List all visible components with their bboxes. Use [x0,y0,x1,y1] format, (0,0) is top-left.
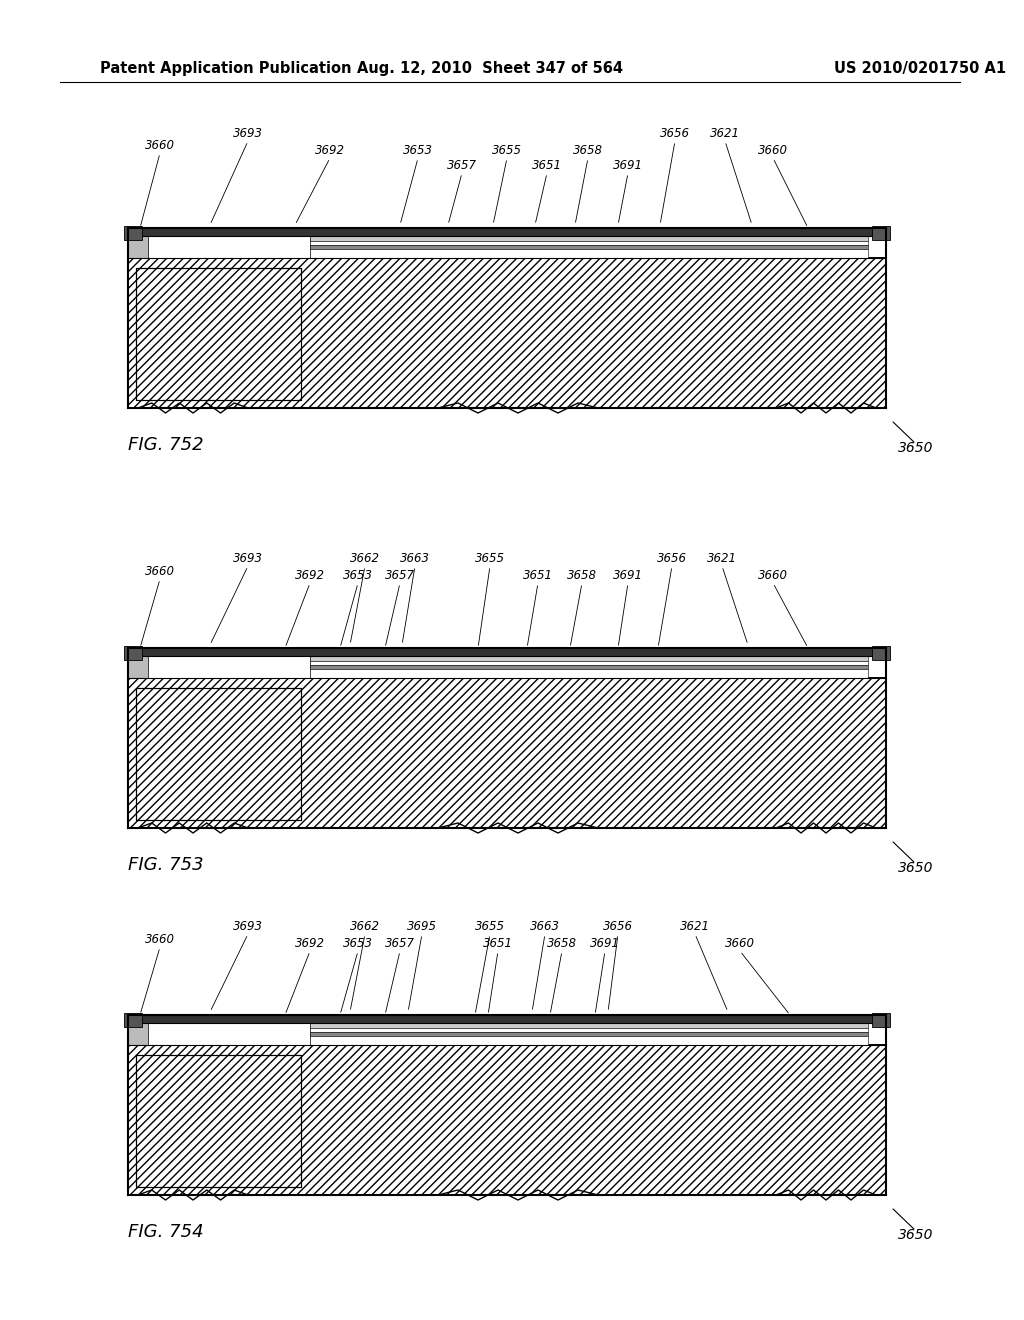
Bar [136,1055,301,1187]
Text: 3621: 3621 [710,127,740,140]
Bar [128,678,886,828]
Bar [310,661,868,665]
Bar [128,228,886,236]
Text: 3656: 3656 [657,552,687,565]
Text: 3651: 3651 [523,569,553,582]
Text: FIG. 754: FIG. 754 [128,1224,204,1241]
Text: 3662: 3662 [350,920,380,933]
Bar [310,1023,868,1028]
Text: 3650: 3650 [898,1228,934,1242]
Text: 3657: 3657 [447,158,477,172]
Text: 3660: 3660 [145,565,175,578]
Text: 3662: 3662 [350,552,380,565]
Bar [136,1055,301,1187]
Text: 3658: 3658 [567,569,597,582]
Text: 3658: 3658 [547,937,577,950]
Text: 3653: 3653 [343,569,373,582]
Bar [310,665,868,669]
Text: FIG. 752: FIG. 752 [128,436,204,454]
Bar [128,1023,310,1045]
Text: 3657: 3657 [385,569,415,582]
Bar [310,1028,868,1032]
Text: 3656: 3656 [603,920,633,933]
Bar [310,656,868,661]
Bar [310,246,868,249]
Bar [136,688,301,820]
Text: 3660: 3660 [145,933,175,946]
Bar [128,1015,886,1023]
Bar [310,669,868,678]
Bar [310,236,868,242]
Text: 3660: 3660 [758,569,788,582]
Text: 3660: 3660 [725,937,755,950]
Bar [128,1045,886,1195]
Bar [128,236,310,257]
Text: 3621: 3621 [707,552,737,565]
Bar [872,1012,890,1027]
Bar [128,678,886,828]
Text: 3695: 3695 [407,920,437,933]
Bar [872,645,890,660]
Bar [128,656,148,678]
Text: 3655: 3655 [475,552,505,565]
Bar [128,648,886,656]
Text: FIG. 753: FIG. 753 [128,855,204,874]
Text: 3655: 3655 [475,920,505,933]
Bar [136,268,301,400]
Text: 3693: 3693 [233,920,263,933]
Text: 3621: 3621 [680,920,710,933]
Text: 3693: 3693 [233,552,263,565]
Text: 3650: 3650 [898,861,934,875]
Bar [128,257,886,408]
Bar [136,268,301,400]
Bar [310,249,868,257]
Text: 3692: 3692 [315,144,345,157]
Text: 3658: 3658 [573,144,603,157]
Text: 3663: 3663 [400,552,430,565]
Bar [124,645,142,660]
Bar [128,236,148,257]
Bar [124,1012,142,1027]
Bar [128,656,310,678]
Bar [136,688,301,820]
Bar [128,257,886,408]
Text: 3655: 3655 [492,144,522,157]
Text: 3691: 3691 [590,937,620,950]
Text: 3651: 3651 [483,937,513,950]
Text: 3651: 3651 [532,158,562,172]
Text: 3656: 3656 [660,127,690,140]
Text: 3692: 3692 [295,937,325,950]
Text: 3650: 3650 [898,441,934,455]
Bar [128,1045,886,1195]
Text: 3693: 3693 [233,127,263,140]
Text: 3691: 3691 [613,569,643,582]
Bar [136,688,301,820]
Bar [310,242,868,246]
Text: 3653: 3653 [343,937,373,950]
Bar [124,226,142,240]
Text: 3660: 3660 [145,139,175,152]
Text: US 2010/0201750 A1: US 2010/0201750 A1 [834,61,1006,75]
Text: 3657: 3657 [385,937,415,950]
Text: 3691: 3691 [613,158,643,172]
Bar [310,1032,868,1036]
Bar [128,1045,886,1195]
Bar [128,678,886,828]
Bar [136,268,301,400]
Text: 3653: 3653 [403,144,433,157]
Text: 3660: 3660 [758,144,788,157]
Text: 3663: 3663 [530,920,560,933]
Bar [872,226,890,240]
Bar [310,1036,868,1045]
Text: Aug. 12, 2010  Sheet 347 of 564: Aug. 12, 2010 Sheet 347 of 564 [357,61,623,75]
Bar [136,1055,301,1187]
Text: 3692: 3692 [295,569,325,582]
Text: Patent Application Publication: Patent Application Publication [100,61,351,75]
Bar [128,257,886,408]
Bar [128,1023,148,1045]
